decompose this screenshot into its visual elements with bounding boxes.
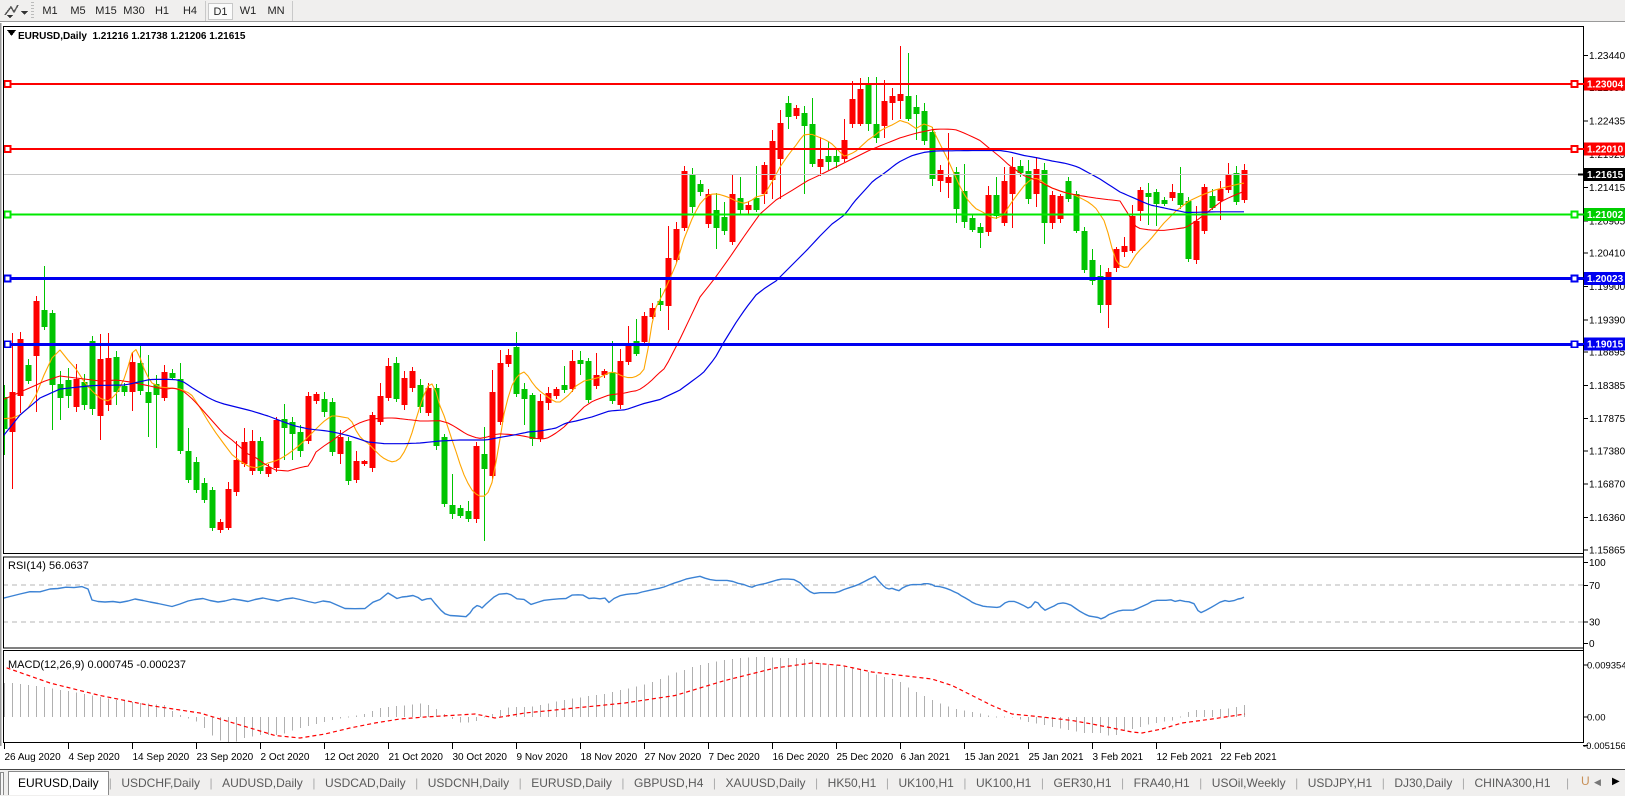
- svg-text:1.21415: 1.21415: [1589, 183, 1625, 194]
- svg-text:3 Feb 2021: 3 Feb 2021: [1093, 752, 1144, 763]
- svg-text:1.17380: 1.17380: [1589, 446, 1625, 457]
- svg-text:1.21925: 1.21925: [1589, 150, 1625, 161]
- svg-text:1.15865: 1.15865: [1589, 545, 1625, 556]
- svg-text:12 Feb 2021: 12 Feb 2021: [1157, 752, 1214, 763]
- svg-text:12 Oct 2020: 12 Oct 2020: [325, 752, 380, 763]
- svg-text:0.00: 0.00: [1587, 713, 1606, 724]
- svg-text:25 Jan 2021: 25 Jan 2021: [1029, 752, 1084, 763]
- svg-text:21 Oct 2020: 21 Oct 2020: [389, 752, 444, 763]
- svg-text:1.20023: 1.20023: [1587, 274, 1624, 285]
- svg-text:-0.005156: -0.005156: [1583, 741, 1625, 752]
- svg-text:1.16360: 1.16360: [1589, 513, 1625, 524]
- svg-text:16 Dec 2020: 16 Dec 2020: [773, 752, 830, 763]
- svg-text:1.16870: 1.16870: [1589, 480, 1625, 491]
- svg-text:30 Oct 2020: 30 Oct 2020: [453, 752, 508, 763]
- svg-text:4 Sep 2020: 4 Sep 2020: [69, 752, 121, 763]
- svg-text:1.19390: 1.19390: [1589, 315, 1625, 326]
- svg-text:RSI(14) 56.0637: RSI(14) 56.0637: [8, 560, 89, 572]
- svg-text:1.19900: 1.19900: [1589, 282, 1625, 293]
- svg-text:30: 30: [1589, 617, 1601, 628]
- svg-text:26 Aug 2020: 26 Aug 2020: [5, 752, 62, 763]
- svg-text:1.19015: 1.19015: [1587, 340, 1624, 351]
- svg-text:0.009354: 0.009354: [1587, 661, 1625, 672]
- svg-text:2 Oct 2020: 2 Oct 2020: [261, 752, 310, 763]
- svg-text:1.20905: 1.20905: [1589, 216, 1625, 227]
- svg-text:1.22435: 1.22435: [1589, 117, 1625, 128]
- svg-text:1.23004: 1.23004: [1587, 80, 1624, 91]
- svg-text:23 Sep 2020: 23 Sep 2020: [197, 752, 254, 763]
- svg-text:1.18895: 1.18895: [1589, 348, 1625, 359]
- svg-text:1.20410: 1.20410: [1589, 249, 1625, 260]
- svg-text:18 Nov 2020: 18 Nov 2020: [581, 752, 638, 763]
- svg-text:0: 0: [1589, 639, 1595, 650]
- svg-text:1.21615: 1.21615: [1587, 170, 1624, 181]
- svg-text:EURUSD,Daily 1.21216 1.21738: EURUSD,Daily 1.21216 1.21738 1.21206 1.2…: [18, 31, 246, 42]
- svg-text:1.21002: 1.21002: [1587, 210, 1624, 221]
- svg-text:6 Jan 2021: 6 Jan 2021: [901, 752, 951, 763]
- svg-text:1.17875: 1.17875: [1589, 414, 1625, 425]
- svg-text:1.22010: 1.22010: [1587, 144, 1624, 155]
- svg-text:70: 70: [1589, 581, 1601, 592]
- svg-text:MACD(12,26,9) 0.000745 -0.0002: MACD(12,26,9) 0.000745 -0.000237: [8, 659, 186, 671]
- svg-text:14 Sep 2020: 14 Sep 2020: [133, 752, 190, 763]
- svg-text:1.23440: 1.23440: [1589, 51, 1625, 62]
- svg-text:1.18385: 1.18385: [1589, 381, 1625, 392]
- svg-text:100: 100: [1589, 558, 1606, 569]
- svg-text:7 Dec 2020: 7 Dec 2020: [709, 752, 761, 763]
- svg-text:27 Nov 2020: 27 Nov 2020: [645, 752, 702, 763]
- svg-text:22 Feb 2021: 22 Feb 2021: [1221, 752, 1278, 763]
- svg-text:15 Jan 2021: 15 Jan 2021: [965, 752, 1020, 763]
- svg-text:9 Nov 2020: 9 Nov 2020: [517, 752, 569, 763]
- svg-text:25 Dec 2020: 25 Dec 2020: [837, 752, 894, 763]
